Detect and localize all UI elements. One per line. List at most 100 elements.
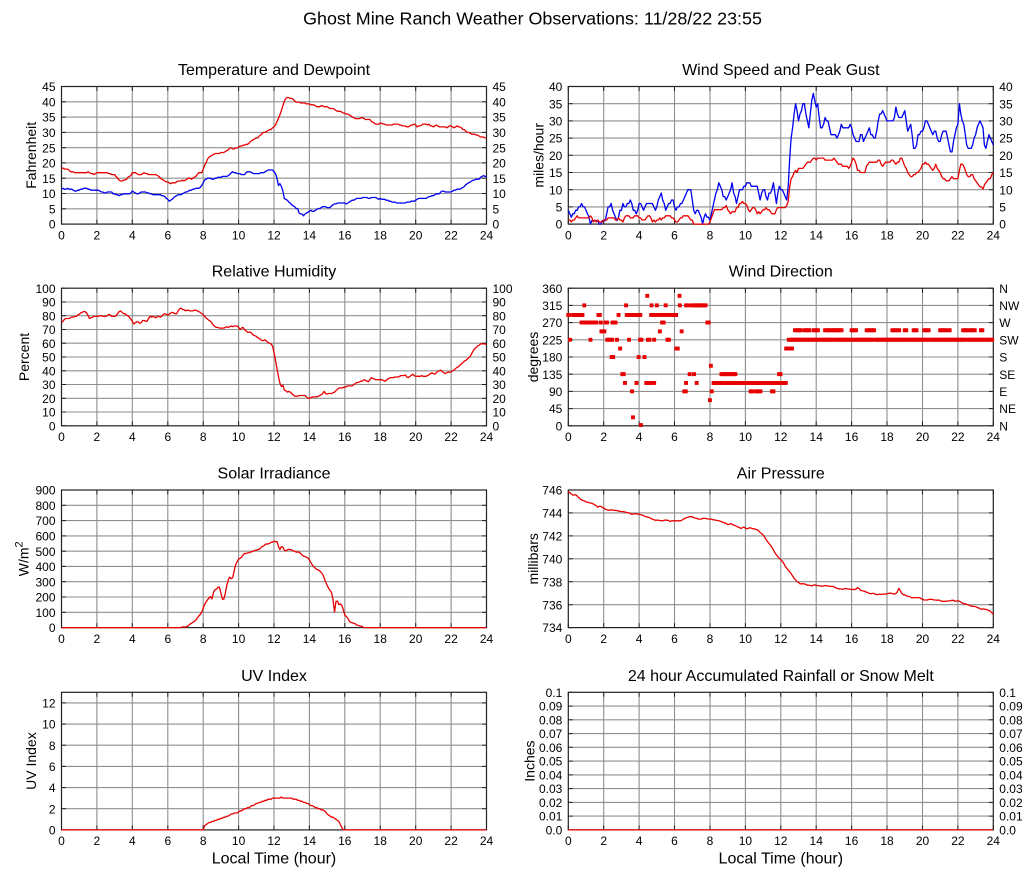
svg-text:24: 24 bbox=[480, 632, 494, 646]
svg-text:20: 20 bbox=[493, 392, 507, 406]
svg-text:2: 2 bbox=[600, 632, 607, 646]
svg-text:0.07: 0.07 bbox=[539, 727, 563, 741]
svg-text:135: 135 bbox=[542, 368, 562, 382]
svg-text:10: 10 bbox=[42, 187, 56, 201]
svg-text:Temperature and Dewpoint: Temperature and Dewpoint bbox=[178, 62, 371, 79]
svg-text:0: 0 bbox=[58, 228, 65, 242]
svg-text:6: 6 bbox=[164, 834, 171, 848]
svg-text:10: 10 bbox=[232, 834, 246, 848]
svg-text:24: 24 bbox=[480, 228, 494, 242]
svg-text:0: 0 bbox=[58, 632, 65, 646]
svg-text:70: 70 bbox=[42, 323, 56, 337]
svg-text:0.02: 0.02 bbox=[539, 796, 563, 810]
svg-text:SW: SW bbox=[999, 333, 1019, 347]
svg-text:20: 20 bbox=[549, 149, 563, 163]
svg-text:35: 35 bbox=[999, 97, 1013, 111]
svg-text:N: N bbox=[999, 282, 1008, 296]
svg-text:0.08: 0.08 bbox=[999, 713, 1023, 727]
svg-text:NE: NE bbox=[999, 402, 1016, 416]
svg-text:5: 5 bbox=[49, 202, 56, 216]
svg-text:4: 4 bbox=[636, 228, 643, 242]
svg-text:20: 20 bbox=[916, 228, 930, 242]
svg-text:8: 8 bbox=[707, 632, 714, 646]
svg-text:2: 2 bbox=[94, 430, 101, 444]
svg-text:0.03: 0.03 bbox=[539, 782, 563, 796]
svg-text:16: 16 bbox=[338, 228, 352, 242]
svg-text:12: 12 bbox=[267, 228, 281, 242]
svg-text:Inches: Inches bbox=[522, 740, 538, 781]
svg-text:18: 18 bbox=[374, 430, 388, 444]
svg-text:0: 0 bbox=[58, 834, 65, 848]
svg-text:6: 6 bbox=[671, 632, 678, 646]
svg-text:0.01: 0.01 bbox=[539, 810, 563, 824]
svg-text:315: 315 bbox=[542, 299, 562, 313]
svg-text:24: 24 bbox=[480, 834, 494, 848]
svg-text:60: 60 bbox=[493, 337, 507, 351]
svg-text:Relative Humidity: Relative Humidity bbox=[212, 264, 336, 281]
svg-text:400: 400 bbox=[35, 560, 55, 574]
svg-text:12: 12 bbox=[774, 632, 788, 646]
svg-text:0: 0 bbox=[49, 824, 56, 838]
svg-text:4: 4 bbox=[636, 834, 643, 848]
svg-text:Local Time (hour): Local Time (hour) bbox=[212, 851, 337, 868]
svg-text:degrees: degrees bbox=[525, 332, 541, 383]
svg-text:22: 22 bbox=[951, 430, 965, 444]
svg-text:0: 0 bbox=[999, 218, 1006, 232]
svg-text:10: 10 bbox=[232, 430, 246, 444]
svg-text:22: 22 bbox=[444, 228, 458, 242]
svg-text:14: 14 bbox=[810, 430, 824, 444]
svg-text:UV Index: UV Index bbox=[23, 732, 39, 790]
svg-text:25: 25 bbox=[999, 132, 1013, 146]
svg-text:SE: SE bbox=[999, 368, 1015, 382]
svg-text:8: 8 bbox=[200, 430, 207, 444]
svg-text:18: 18 bbox=[880, 834, 894, 848]
svg-text:24: 24 bbox=[987, 834, 1001, 848]
svg-text:10: 10 bbox=[232, 228, 246, 242]
svg-text:miles/hour: miles/hour bbox=[531, 123, 547, 188]
svg-text:0: 0 bbox=[556, 419, 563, 433]
svg-text:30: 30 bbox=[493, 378, 507, 392]
svg-text:22: 22 bbox=[951, 632, 965, 646]
svg-text:10: 10 bbox=[232, 632, 246, 646]
svg-text:20: 20 bbox=[916, 834, 930, 848]
svg-text:0: 0 bbox=[493, 419, 500, 433]
svg-text:0.1: 0.1 bbox=[546, 686, 563, 700]
svg-text:30: 30 bbox=[549, 115, 563, 129]
svg-text:2: 2 bbox=[94, 632, 101, 646]
svg-text:8: 8 bbox=[707, 834, 714, 848]
svg-text:0.09: 0.09 bbox=[539, 700, 563, 714]
svg-text:12: 12 bbox=[267, 632, 281, 646]
svg-text:15: 15 bbox=[999, 166, 1013, 180]
svg-text:0: 0 bbox=[565, 632, 572, 646]
svg-text:35: 35 bbox=[42, 111, 56, 125]
svg-text:700: 700 bbox=[35, 514, 55, 528]
svg-text:10: 10 bbox=[739, 228, 753, 242]
svg-text:30: 30 bbox=[493, 126, 507, 140]
svg-text:12: 12 bbox=[774, 430, 788, 444]
svg-text:25: 25 bbox=[549, 132, 563, 146]
svg-text:12: 12 bbox=[774, 834, 788, 848]
svg-text:20: 20 bbox=[493, 157, 507, 171]
svg-text:2: 2 bbox=[600, 834, 607, 848]
svg-text:4: 4 bbox=[49, 781, 56, 795]
svg-text:Percent: Percent bbox=[16, 333, 32, 381]
svg-text:100: 100 bbox=[35, 606, 55, 620]
svg-text:W/m2: W/m2 bbox=[14, 541, 32, 576]
svg-text:4: 4 bbox=[636, 430, 643, 444]
svg-text:40: 40 bbox=[493, 364, 507, 378]
svg-text:24: 24 bbox=[987, 430, 1001, 444]
svg-text:500: 500 bbox=[35, 545, 55, 559]
svg-text:22: 22 bbox=[444, 632, 458, 646]
svg-text:14: 14 bbox=[303, 632, 317, 646]
svg-text:10: 10 bbox=[493, 187, 507, 201]
svg-text:40: 40 bbox=[42, 364, 56, 378]
svg-text:16: 16 bbox=[845, 834, 859, 848]
svg-text:20: 20 bbox=[409, 430, 423, 444]
svg-text:8: 8 bbox=[200, 834, 207, 848]
svg-text:50: 50 bbox=[493, 351, 507, 365]
svg-text:225: 225 bbox=[542, 333, 562, 347]
svg-text:8: 8 bbox=[49, 739, 56, 753]
svg-text:0: 0 bbox=[58, 430, 65, 444]
svg-text:45: 45 bbox=[42, 80, 56, 94]
svg-text:5: 5 bbox=[999, 201, 1006, 215]
